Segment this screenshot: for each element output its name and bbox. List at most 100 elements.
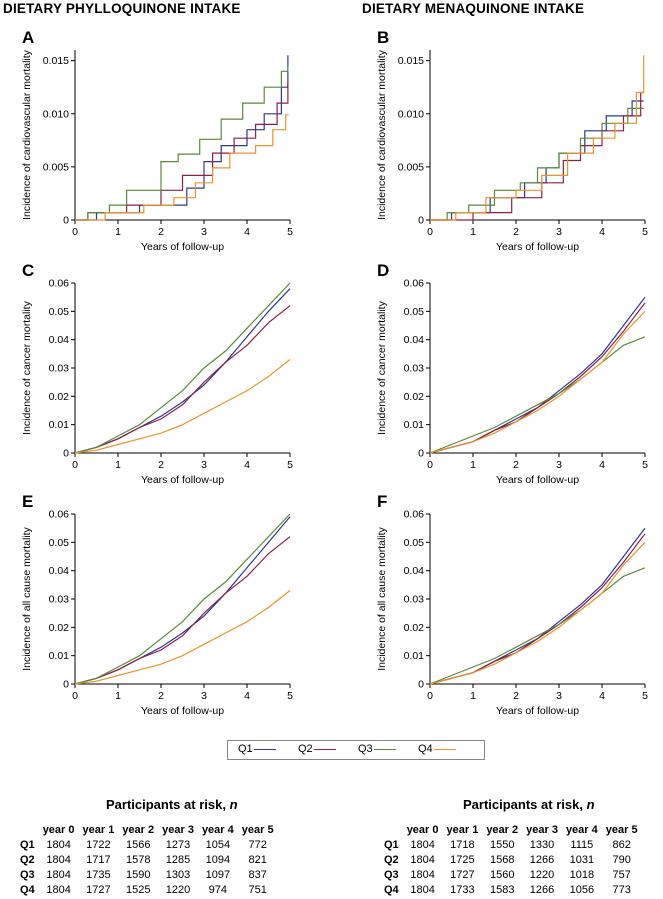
row-label: Q3 <box>384 868 399 881</box>
x-tick-label: 1 <box>115 459 121 471</box>
x-tick-label: 4 <box>244 226 250 238</box>
table-row: Q3 1804 1735 1590 1303 1097 837 <box>20 867 278 882</box>
legend-swatch <box>373 748 396 750</box>
legend-item-q4: Q4 <box>418 743 456 755</box>
table-cell: 1266 <box>529 853 555 866</box>
table-cell: 1330 <box>529 838 555 851</box>
x-tick-label: 3 <box>201 690 207 702</box>
table-cell: 1031 <box>569 853 595 866</box>
y-tick-label: 0.02 <box>404 391 425 403</box>
series-line-q4 <box>429 310 646 454</box>
table-cell: 1727 <box>450 868 475 881</box>
row-label: Q4 <box>20 883 35 896</box>
series-line-q1 <box>74 288 291 454</box>
table-header-row: year 0 year 1 year 2 year 3 year 4 year 5 <box>384 822 642 837</box>
x-tick-label: 3 <box>201 226 207 238</box>
legend-label: Q2 <box>298 743 313 755</box>
y-tick-label: 0.015 <box>43 55 69 67</box>
x-tick-label: 5 <box>287 459 293 471</box>
column-header: year 2 <box>486 823 519 836</box>
series-line-q3 <box>430 107 644 221</box>
row-label: Q1 <box>384 838 399 851</box>
series-line-q4 <box>74 590 291 685</box>
x-tick-label: 0 <box>72 690 78 702</box>
x-axis-label: Years of follow-up <box>141 474 224 486</box>
table-cell: 1722 <box>86 838 111 851</box>
table-row: Q3 1804 1727 1560 1220 1018 757 <box>384 867 642 882</box>
y-tick-label: 0.010 <box>398 108 424 120</box>
panel-letter: A <box>22 28 34 47</box>
chart-panel-c: C 0 1 2 3 4 5 0 0.01 0.02 0.03 0.04 0.05 0.06 Years of… <box>21 261 293 486</box>
x-tick-label: 5 <box>287 226 293 238</box>
y-tick-label: 0.05 <box>404 306 425 318</box>
table-cell: 837 <box>248 868 267 881</box>
table-cell: 751 <box>248 883 267 896</box>
y-tick-label: 0.05 <box>49 306 70 318</box>
y-tick-label: 0.06 <box>404 509 425 521</box>
y-tick-label: 0.06 <box>404 278 425 290</box>
y-tick-label: 0 <box>63 679 69 691</box>
x-tick-label: 2 <box>513 690 519 702</box>
y-tick-label: 0 <box>63 448 69 460</box>
table-cell: 1590 <box>125 868 151 881</box>
x-tick-label: 4 <box>599 690 605 702</box>
y-tick-label: 0.005 <box>398 161 424 173</box>
series-line-q3 <box>74 282 291 454</box>
series-line-q3 <box>75 65 289 221</box>
series-line-q1 <box>429 296 646 454</box>
x-tick-label: 3 <box>556 459 562 471</box>
y-tick-label: 0.06 <box>49 278 70 290</box>
table-cell: 821 <box>248 853 267 866</box>
x-tick-label: 0 <box>72 226 78 238</box>
series-line-q4 <box>430 55 645 221</box>
row-label: Q4 <box>384 883 399 896</box>
series-line-q3 <box>429 567 646 685</box>
x-tick-label: 1 <box>470 226 476 238</box>
y-tick-label: 0.03 <box>404 594 425 606</box>
column-header: year 0 <box>42 823 75 836</box>
x-tick-label: 1 <box>115 226 121 238</box>
chart-panel-b: B 0 1 2 3 4 5 0 0.005 0.010 0.015 Years of follow-u… <box>376 28 648 253</box>
y-tick-label: 0.06 <box>49 509 70 521</box>
legend-item-q2: Q2 <box>298 743 336 755</box>
table-cell: 1804 <box>410 853 435 866</box>
x-tick-label: 2 <box>158 690 164 702</box>
right-column-title: DIETARY MENAQUINONE INTAKE <box>362 1 585 16</box>
table-row: Q2 1804 1725 1568 1266 1031 790 <box>384 852 642 867</box>
table-cell: 1018 <box>569 868 595 881</box>
x-axis-label: Years of follow-up <box>496 705 579 717</box>
x-tick-label: 1 <box>470 459 476 471</box>
x-tick-label: 0 <box>427 690 433 702</box>
table-cell: 1727 <box>86 883 111 896</box>
x-tick-label: 2 <box>513 226 519 238</box>
table-row: Q4 1804 1733 1583 1266 1056 773 <box>384 882 642 897</box>
series-line-q1 <box>74 516 291 685</box>
table-cell: 1804 <box>410 883 435 896</box>
x-tick-label: 4 <box>599 459 605 471</box>
legend-swatch <box>253 748 276 750</box>
table-cell: 1804 <box>46 868 71 881</box>
y-tick-label: 0.01 <box>404 650 425 662</box>
x-tick-label: 2 <box>158 459 164 471</box>
series-line-q4 <box>74 359 291 454</box>
column-header: year 1 <box>446 823 479 836</box>
x-tick-label: 3 <box>556 226 562 238</box>
column-header <box>384 822 403 837</box>
series-line-q4 <box>75 114 289 221</box>
x-tick-label: 1 <box>115 690 121 702</box>
y-axis-label: Incidence of cardiovascular mortality <box>21 49 33 220</box>
y-tick-label: 0.010 <box>43 108 69 120</box>
column-header: year 2 <box>122 823 155 836</box>
chart-panel-a: A 0 1 2 3 4 5 0 0.005 0.010 0.015 Years of follow-u… <box>21 28 293 253</box>
table-row: Q4 1804 1727 1525 1220 974 751 <box>20 882 278 897</box>
y-tick-label: 0.01 <box>49 650 70 662</box>
legend-swatch <box>433 748 456 750</box>
table-cell: 1804 <box>46 883 71 896</box>
legend-swatch <box>313 748 336 750</box>
row-label: Q2 <box>384 853 399 866</box>
x-tick-label: 4 <box>244 459 250 471</box>
x-tick-label: 0 <box>427 226 433 238</box>
chart-panel-f: F 0 1 2 3 4 5 0 0.01 0.02 0.03 0.04 0.05 0.06 Years of… <box>376 492 648 717</box>
table-cell: 1578 <box>125 853 151 866</box>
y-axis-label: Incidence of cardiovascular mortality <box>376 49 388 220</box>
